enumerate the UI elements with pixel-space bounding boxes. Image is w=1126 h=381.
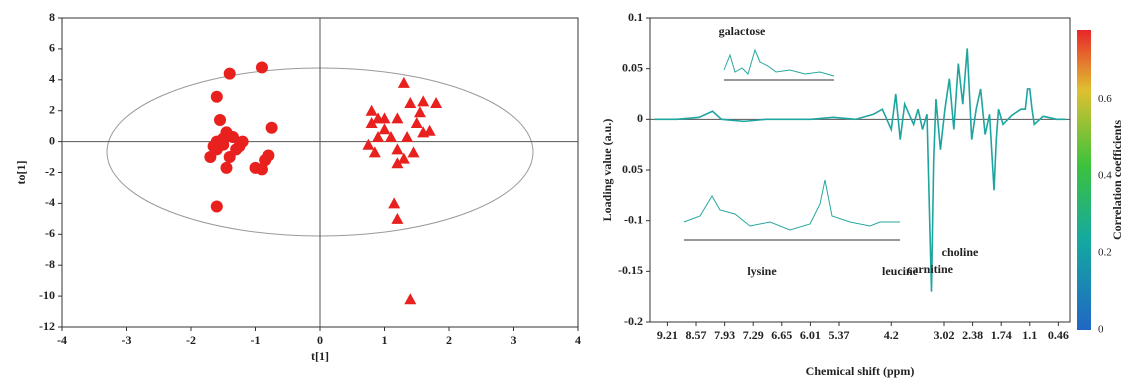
point [255, 163, 268, 176]
point [401, 130, 414, 142]
x-tick-label: 1 [382, 333, 388, 347]
x-axis-label: t[1] [311, 349, 329, 363]
y-tick-label: -6 [45, 226, 55, 240]
loading-line [654, 48, 1066, 292]
y-tick-label: 4 [49, 72, 55, 86]
point [217, 132, 230, 145]
x-tick-label: 9.21 [657, 328, 678, 342]
x-tick-label: 7.93 [714, 328, 735, 342]
point [223, 151, 236, 164]
point [391, 112, 404, 124]
insets [683, 48, 900, 241]
point [404, 293, 417, 305]
point [397, 76, 410, 88]
point [410, 117, 423, 129]
x-tick-label: -2 [186, 333, 196, 347]
x-tick-label: 1.74 [991, 328, 1012, 342]
point [214, 113, 227, 126]
point [207, 140, 220, 153]
y-tick-label: -2 [45, 164, 55, 178]
point [233, 140, 246, 153]
x-tick-label: 0.46 [1048, 328, 1069, 342]
point [391, 143, 404, 155]
annotation: galactose [719, 24, 766, 38]
y-tick-label: 0 [49, 133, 55, 147]
x-tick-label: 1.1 [1022, 328, 1037, 342]
y-tick-label: -0.2 [624, 314, 643, 328]
colorbar-tick-label: 0.6 [1098, 93, 1112, 105]
annotation: lysine [747, 264, 777, 278]
point [391, 157, 404, 169]
colorbar [1077, 30, 1091, 330]
annotation: choline [942, 245, 979, 259]
x-tick-label: 4 [575, 333, 581, 347]
point [384, 130, 397, 142]
point [210, 90, 223, 103]
y-axis-label: Loading value (a.u.) [600, 119, 614, 222]
x-tick-label: 0 [317, 333, 323, 347]
y-tick-label: -4 [45, 195, 55, 209]
point [417, 95, 430, 107]
annotation: leucine [882, 264, 919, 278]
y-tick-label: 6 [49, 41, 55, 55]
x-tick-label: 6.65 [771, 328, 792, 342]
point [372, 130, 385, 142]
point [255, 61, 268, 74]
x-tick-label: -1 [251, 333, 261, 347]
colorbar-tick-label: 0.4 [1098, 170, 1112, 182]
point [423, 124, 436, 136]
y-tick-label: -0.1 [624, 212, 643, 226]
y-tick-label: 8 [49, 10, 55, 24]
x-tick-label: 4.2 [884, 328, 899, 342]
point [220, 161, 233, 174]
point [262, 149, 275, 162]
point [378, 123, 391, 135]
point [210, 200, 223, 213]
y-tick-label: -8 [45, 257, 55, 271]
point [265, 121, 278, 134]
x-tick-label: 3 [511, 333, 517, 347]
y-tick-label: -0.15 [618, 263, 643, 277]
point [397, 152, 410, 164]
annotation: carnitine [907, 262, 954, 276]
colorbar-label: Correlation coefficients [1110, 120, 1124, 240]
y-tick-label: 0.05 [622, 162, 643, 176]
point [378, 112, 391, 124]
y-tick-label: -12 [39, 319, 55, 333]
point [223, 67, 236, 80]
x-tick-label: 5.37 [829, 328, 850, 342]
point [413, 106, 426, 118]
colorbar-tick-label: 0.2 [1098, 247, 1112, 259]
x-tick-label: 6.01 [800, 328, 821, 342]
point [407, 146, 420, 158]
y-tick-label: 0 [637, 111, 643, 125]
point [430, 96, 443, 108]
point [391, 212, 404, 224]
point [388, 197, 401, 209]
y-tick-label: 2 [49, 102, 55, 116]
point [365, 117, 378, 129]
colorbar-tick-label: 0 [1098, 324, 1104, 336]
point [362, 138, 375, 150]
x-axis-label: Chemical shift (ppm) [806, 364, 915, 378]
y-axis-label: to[1] [14, 161, 28, 185]
x-tick-label: 3.02 [934, 328, 955, 342]
point [365, 104, 378, 116]
y-tick-label: 0.05 [622, 60, 643, 74]
point [368, 146, 381, 158]
x-tick-label: 2.38 [962, 328, 983, 342]
y-tick-label: -10 [39, 288, 55, 302]
x-tick-label: -4 [57, 333, 67, 347]
x-tick-label: -3 [122, 333, 132, 347]
plot-frame [649, 17, 1071, 323]
point [226, 130, 239, 143]
x-tick-label: 8.57 [686, 328, 707, 342]
y-tick-label: 0.1 [628, 10, 643, 24]
x-tick-label: 2 [446, 333, 452, 347]
point [404, 96, 417, 108]
point [204, 151, 217, 164]
x-tick-label: 7.29 [743, 328, 764, 342]
